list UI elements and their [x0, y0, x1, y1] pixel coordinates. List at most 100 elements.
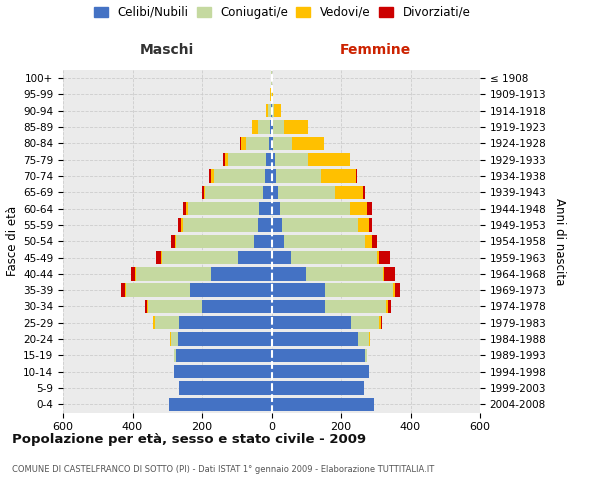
Bar [228, 153, 266, 166]
Bar [162, 251, 238, 264]
Bar [269, 136, 271, 150]
Bar [369, 218, 372, 232]
Bar [271, 88, 272, 101]
Bar [381, 316, 382, 330]
Y-axis label: Anni di nascita: Anni di nascita [553, 198, 566, 285]
Bar [377, 251, 379, 264]
Bar [271, 186, 278, 199]
Bar [266, 153, 271, 166]
Bar [388, 300, 391, 313]
Bar [352, 316, 379, 330]
Bar [131, 267, 135, 280]
Bar [271, 170, 275, 182]
Bar [292, 136, 323, 150]
Bar [125, 284, 190, 297]
Bar [241, 136, 246, 150]
Bar [257, 218, 271, 232]
Bar [253, 120, 257, 134]
Bar [179, 316, 271, 330]
Bar [161, 251, 162, 264]
Bar [246, 136, 269, 150]
Bar [211, 267, 271, 280]
Bar [171, 332, 178, 346]
Bar [271, 365, 369, 378]
Bar [205, 186, 263, 199]
Bar [386, 300, 388, 313]
Bar [136, 267, 211, 280]
Y-axis label: Fasce di età: Fasce di età [6, 206, 19, 276]
Bar [358, 218, 369, 232]
Bar [135, 267, 136, 280]
Bar [290, 251, 377, 264]
Bar [363, 186, 365, 199]
Bar [273, 120, 284, 134]
Bar [190, 284, 271, 297]
Bar [183, 218, 257, 232]
Bar [308, 153, 350, 166]
Bar [365, 348, 367, 362]
Bar [169, 398, 271, 411]
Bar [266, 104, 268, 118]
Bar [155, 316, 179, 330]
Bar [271, 382, 364, 394]
Bar [325, 300, 386, 313]
Bar [271, 104, 272, 118]
Bar [369, 332, 370, 346]
Bar [395, 284, 400, 297]
Bar [271, 300, 325, 313]
Bar [275, 153, 308, 166]
Bar [265, 170, 271, 182]
Bar [223, 153, 224, 166]
Bar [188, 202, 259, 215]
Bar [121, 284, 125, 297]
Bar [175, 234, 176, 248]
Bar [280, 202, 350, 215]
Bar [284, 120, 308, 134]
Bar [202, 186, 204, 199]
Bar [379, 316, 381, 330]
Bar [306, 267, 383, 280]
Bar [174, 365, 271, 378]
Bar [156, 251, 161, 264]
Bar [174, 348, 176, 362]
Bar [176, 234, 254, 248]
Bar [385, 267, 395, 280]
Bar [271, 284, 325, 297]
Bar [176, 348, 271, 362]
Bar [284, 234, 365, 248]
Bar [183, 202, 187, 215]
Bar [240, 136, 241, 150]
Bar [148, 300, 202, 313]
Bar [257, 120, 270, 134]
Bar [268, 104, 271, 118]
Bar [172, 234, 175, 248]
Bar [271, 153, 275, 166]
Text: Maschi: Maschi [140, 43, 194, 57]
Bar [367, 202, 372, 215]
Bar [323, 136, 325, 150]
Bar [271, 136, 273, 150]
Bar [372, 234, 377, 248]
Bar [152, 316, 154, 330]
Legend: Celibi/Nubili, Coniugati/e, Vedovi/e, Divorziati/e: Celibi/Nubili, Coniugati/e, Vedovi/e, Di… [89, 1, 475, 24]
Bar [211, 170, 214, 182]
Bar [181, 218, 183, 232]
Bar [379, 251, 389, 264]
Bar [271, 120, 273, 134]
Bar [187, 202, 188, 215]
Bar [271, 316, 352, 330]
Bar [271, 251, 290, 264]
Bar [202, 300, 271, 313]
Bar [274, 104, 281, 118]
Text: Popolazione per età, sesso e stato civile - 2009: Popolazione per età, sesso e stato civil… [12, 432, 366, 446]
Bar [271, 332, 358, 346]
Text: Femmine: Femmine [340, 43, 412, 57]
Bar [214, 170, 265, 182]
Bar [350, 202, 367, 215]
Bar [383, 267, 385, 280]
Bar [178, 218, 181, 232]
Bar [272, 104, 274, 118]
Bar [170, 332, 171, 346]
Bar [238, 251, 271, 264]
Bar [273, 136, 292, 150]
